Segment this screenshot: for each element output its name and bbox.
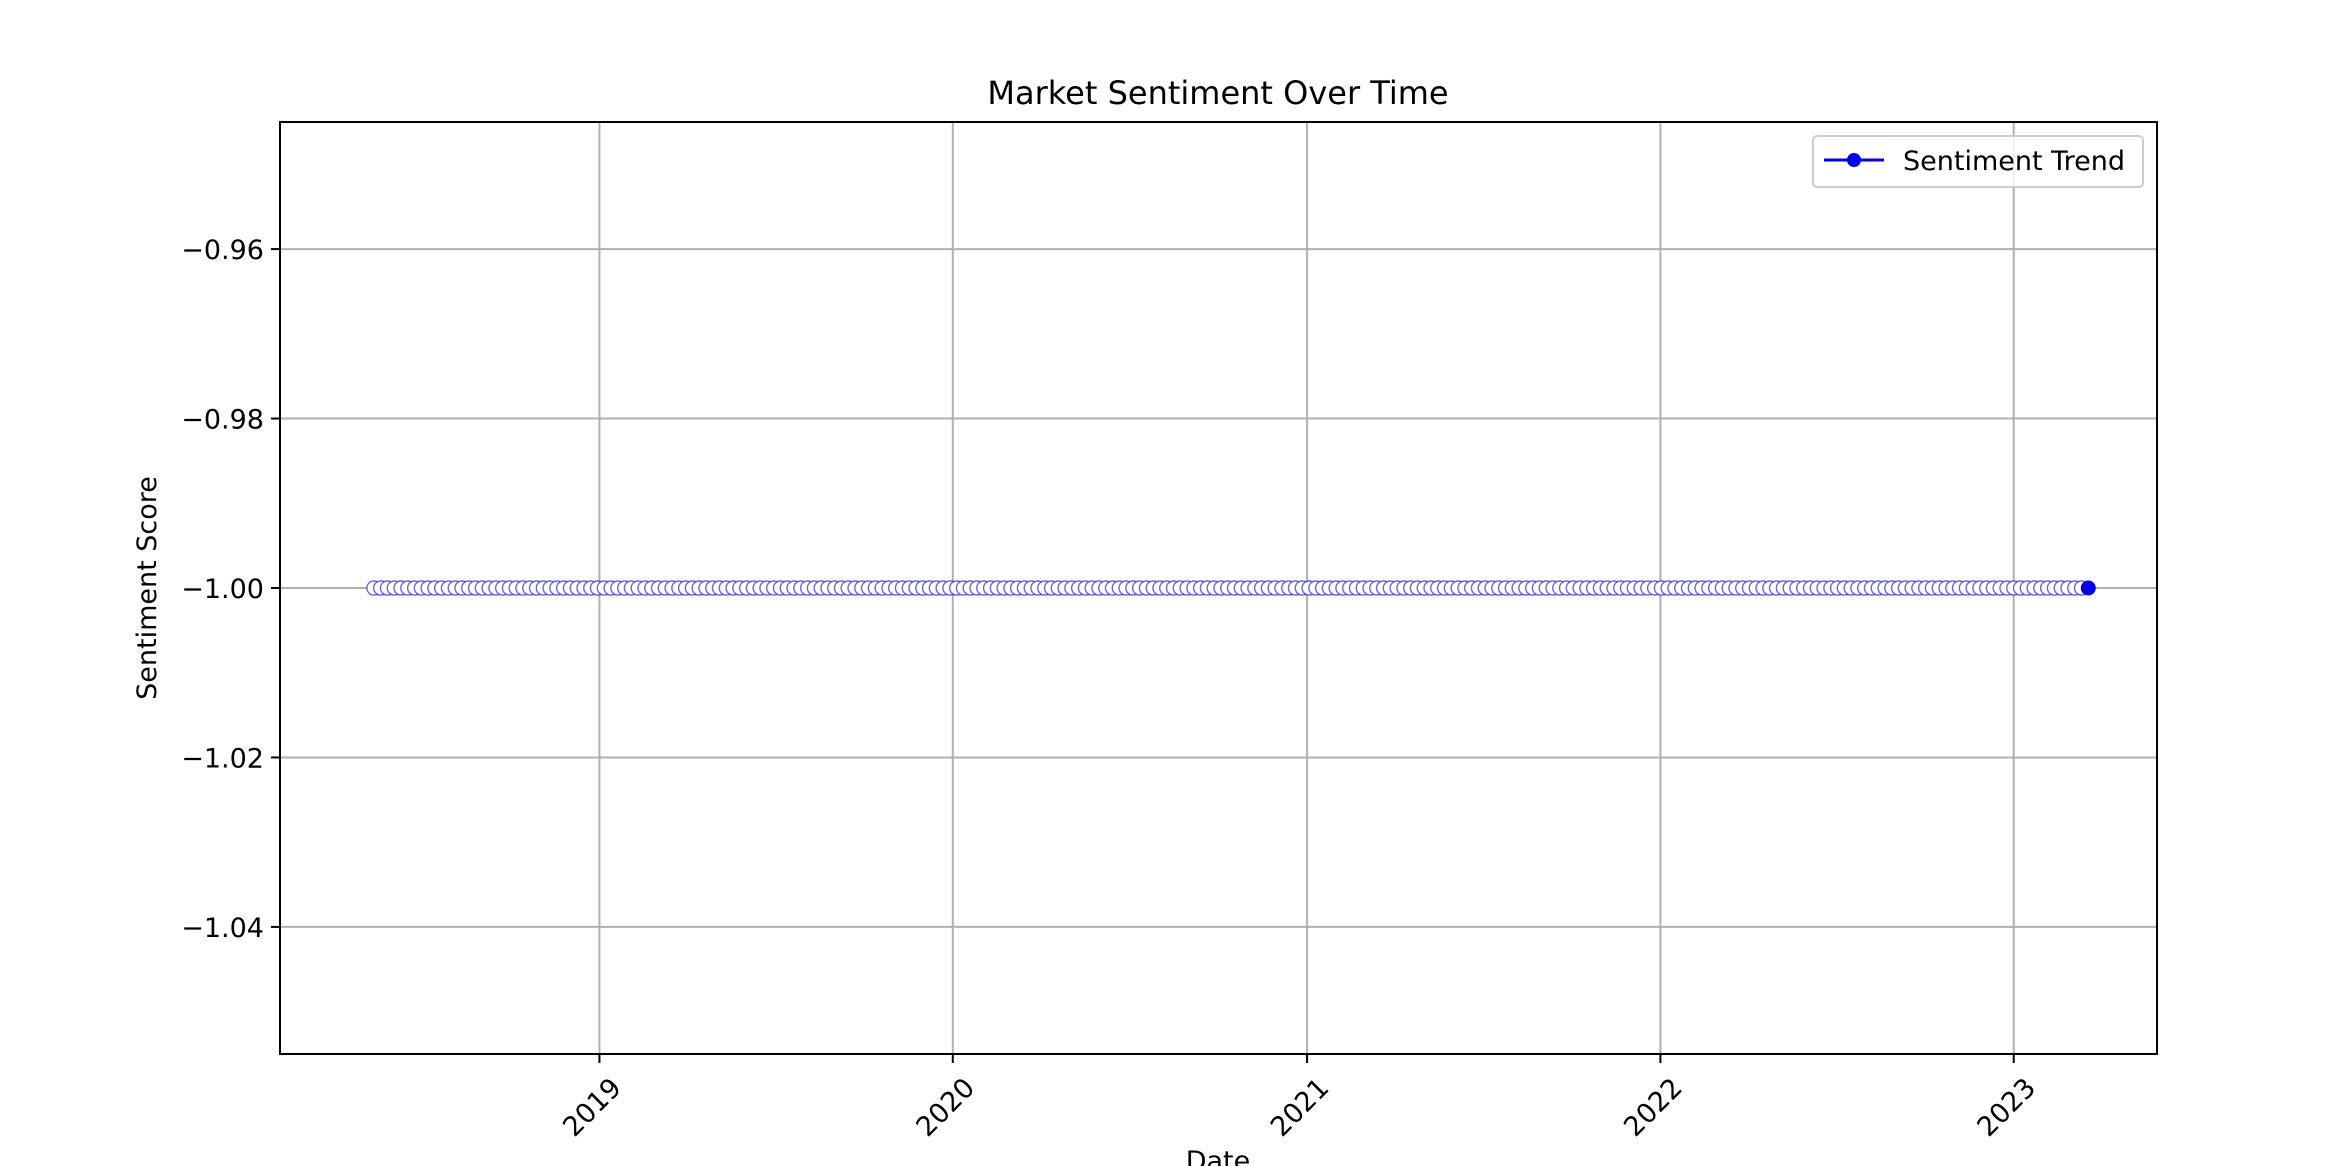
x-tick-label: 2022	[1618, 1072, 1689, 1143]
y-axis-label: Sentiment Score	[132, 476, 163, 700]
y-tick-label: −1.00	[181, 574, 264, 605]
data-point	[2080, 580, 2096, 596]
series-layer	[366, 580, 2096, 596]
y-tick-label: −0.98	[181, 405, 264, 436]
x-tick-label: 2020	[911, 1072, 982, 1143]
x-tick-label: 2019	[557, 1072, 628, 1143]
y-tick-label: −1.04	[181, 913, 264, 944]
y-tick-label: −0.96	[181, 235, 264, 266]
legend-box	[1812, 135, 2144, 188]
x-axis-label: Date	[1186, 1146, 1251, 1166]
x-tick-label: 2021	[1265, 1072, 1336, 1143]
legend: Sentiment Trend	[1812, 135, 2144, 188]
y-tick-label: −1.02	[181, 743, 264, 774]
legend-label: Sentiment Trend	[1903, 146, 2125, 177]
x-tick-label: 2023	[1972, 1072, 2043, 1143]
chart-title: Market Sentiment Over Time	[987, 74, 1448, 112]
ticks-layer: 2019 2020 2021 2022 2023 −0.96 −0.98 −1.00 −1.02…	[181, 235, 2042, 1143]
legend-marker-swatch	[1847, 153, 1861, 167]
